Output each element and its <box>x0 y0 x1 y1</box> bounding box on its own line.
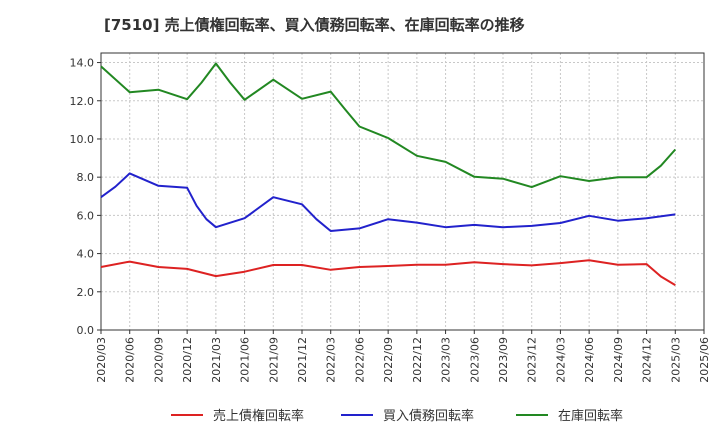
x-tick-label: 2024/09 <box>612 337 625 383</box>
y-tick-label: 6.0 <box>77 209 95 222</box>
legend-label: 売上債権回転率 <box>213 408 304 424</box>
plot-frame <box>100 52 705 331</box>
y-tick-label: 14.0 <box>70 57 95 70</box>
x-tick-label: 2021/12 <box>296 337 309 383</box>
x-tick-label: 2023/03 <box>440 337 453 383</box>
legend-label: 在庫回転率 <box>558 408 623 424</box>
x-tick-label: 2025/03 <box>669 337 682 383</box>
series-line <box>100 172 676 232</box>
x-tick-label: 2022/09 <box>382 337 395 383</box>
x-tick-label: 2021/09 <box>267 337 280 383</box>
legend-label: 買入債務回転率 <box>383 408 474 424</box>
y-tick-label: 8.0 <box>77 171 95 184</box>
x-tick-label: 2024/06 <box>583 337 596 383</box>
chart-title: [7510] 売上債権回転率、買入債務回転率、在庫回転率の推移 <box>104 16 525 34</box>
x-tick-label: 2024/12 <box>641 337 654 383</box>
y-tick-label: 0.0 <box>77 324 95 337</box>
x-tick-label: 2023/06 <box>468 337 481 383</box>
y-tick-label: 4.0 <box>77 248 95 261</box>
series-line <box>100 62 677 189</box>
x-tick-label: 2020/09 <box>152 337 165 383</box>
y-tick-label: 10.0 <box>70 133 95 146</box>
x-tick-label: 2022/12 <box>411 337 424 383</box>
x-tick-label: 2021/03 <box>210 337 223 383</box>
x-tick-label: 2025/06 <box>698 337 711 383</box>
x-tick-label: 2023/09 <box>497 337 510 383</box>
x-tick-label: 2020/03 <box>95 337 108 383</box>
y-tick-label: 2.0 <box>77 286 95 299</box>
x-tick-label: 2020/12 <box>181 337 194 383</box>
y-tick-label: 12.0 <box>70 95 95 108</box>
series-line <box>100 259 676 286</box>
x-tick-label: 2022/03 <box>325 337 338 383</box>
x-tick-label: 2024/03 <box>554 337 567 383</box>
x-tick-label: 2023/12 <box>526 337 539 383</box>
x-tick-label: 2021/06 <box>239 337 252 383</box>
x-tick-label: 2022/06 <box>353 337 366 383</box>
x-tick-label: 2020/06 <box>124 337 137 383</box>
